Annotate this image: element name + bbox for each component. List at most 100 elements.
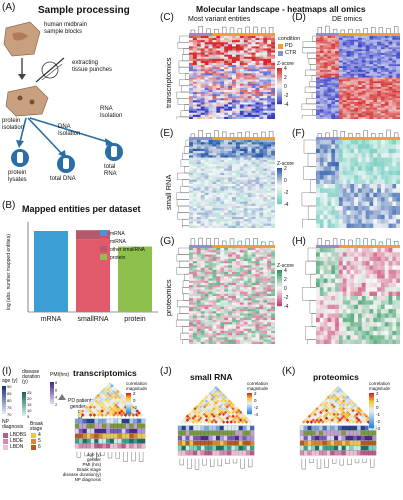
condition-pd-label: PD	[285, 43, 293, 49]
panel-label-e: (E)	[160, 128, 174, 139]
heatmap-d-transcriptomics-de	[301, 25, 400, 119]
heatmap-c-transcriptomics-variant	[176, 26, 275, 119]
punch-label: extracting tissue punches	[72, 60, 113, 73]
corr-title-transcriptomics: transcriptomics	[73, 368, 137, 378]
np-item-lbde: LBDE	[10, 438, 24, 444]
heatmap-e-smallrna-variant	[176, 130, 275, 228]
colorbar-tick: 0	[254, 398, 257, 403]
colorbar-title: magnitude	[369, 386, 391, 391]
zscore-tick: 0	[284, 178, 287, 184]
panel-label-f: (F)	[292, 128, 305, 139]
colorbar-title: correlation	[247, 381, 269, 386]
panel-label-b: (B)	[2, 200, 16, 211]
condition-ctr-swatch	[278, 51, 283, 56]
row-label-proteomics: proteomics	[164, 279, 173, 316]
age-legend-title: age (y)	[2, 378, 18, 384]
clinical-row-label: disease duration(y)	[62, 472, 101, 477]
bar-smallRNA-other-smallRNA	[76, 230, 110, 240]
condition-legend-title: condition	[278, 36, 301, 42]
legend-tick: 4	[55, 395, 58, 400]
x-tick-label: smallRNA	[77, 316, 108, 323]
colorbar-title: magnitude	[247, 386, 269, 391]
braak-item-4: 4	[38, 432, 41, 438]
colorbar-tick: 2	[133, 391, 136, 396]
legend-tick: 8	[55, 380, 58, 385]
tissue-piece-icon	[5, 85, 49, 117]
protein-isolation-label: protein isolation	[2, 118, 25, 131]
zscore-tick: 4	[284, 268, 287, 274]
gender-legend-title: gender	[70, 404, 86, 410]
panel-label-j: (J)	[160, 366, 172, 377]
legend-entry: protein	[110, 255, 126, 261]
row-label-transcriptomics: transcriptomics	[164, 57, 173, 108]
braak-item-5: 5	[38, 438, 41, 444]
legend-tick: 15	[27, 402, 32, 407]
zscore-tick: 0	[284, 84, 287, 90]
legend-tick: 20	[27, 396, 32, 401]
panel-label-i: (I)	[2, 366, 12, 377]
molecular-landscape-title: Molecular landscape - heatmaps all omics	[196, 4, 366, 14]
panel-label-h: (H)	[292, 236, 306, 247]
panel-label-c: (C)	[160, 12, 174, 23]
clinical-row-label: PMI (hrs)	[82, 462, 102, 467]
punch-tool-icon	[35, 57, 65, 83]
colorbar-tick: -2	[254, 405, 258, 410]
colorbar-title: correlation	[126, 381, 148, 386]
panel-label-d: (D)	[292, 12, 306, 23]
x-tick-label: mRNA	[41, 316, 62, 323]
de-omics-label: DE omics	[332, 16, 362, 23]
heatmap-h-proteomics-de	[302, 238, 400, 344]
mapped-entities-title: Mapped entities per dataset	[22, 204, 141, 214]
zscore-tick: 2	[284, 277, 287, 283]
legend-entry: other smallRNA	[110, 247, 146, 253]
zscore-tick: 0	[284, 286, 287, 292]
legend-tick: 2	[55, 402, 58, 407]
panel-label-g: (G)	[160, 236, 175, 247]
total-rna-label: total RNA	[104, 164, 117, 177]
colorbar-title: magnitude	[126, 386, 148, 391]
heatmap-g-proteomics-variant	[176, 237, 275, 344]
duration-legend-title: disease duration (y)	[22, 369, 41, 385]
colorbar-tick: -4	[133, 412, 137, 417]
corr-title-small-rna: small RNA	[190, 372, 233, 382]
dna-isolation-label: DNA Isolation	[58, 124, 81, 137]
most-variant-label: Most variant entities	[188, 16, 251, 23]
sample-processing-title: Sample processing	[38, 5, 130, 16]
colorbar-tick: 2	[376, 391, 379, 396]
panel-label-a: (A)	[2, 2, 16, 13]
zscore-tick: -4	[284, 304, 289, 310]
colorbar-tick: -2	[376, 419, 380, 424]
clinical-row-label: NP diagnosis	[74, 477, 101, 482]
colorbar-tick: 0	[133, 398, 136, 403]
legend-entry: mRNA	[110, 231, 125, 237]
bar-mRNA-mRNA	[34, 231, 68, 312]
clinical-row-label: age (y)	[86, 452, 101, 457]
condition-pd-swatch	[278, 44, 283, 49]
colorbar-tick: 0	[376, 405, 379, 410]
clinical-row-label: gender	[86, 457, 101, 462]
total-dna-label: total DNA	[50, 176, 76, 182]
braak-item-6: 6	[38, 444, 41, 450]
legend-swatch	[100, 230, 107, 236]
colorbar-tick: -2	[133, 405, 137, 410]
legend-swatch	[100, 238, 107, 244]
legend-tick: 10	[27, 408, 32, 413]
zscore-tick: -4	[284, 102, 289, 108]
colorbar-tick: -4	[254, 412, 258, 417]
zscore-tick: 2	[284, 166, 287, 172]
zscore-title: Z-score	[277, 161, 294, 167]
pd-patients-icon	[58, 394, 66, 400]
legend-tick: 25	[27, 390, 32, 395]
legend-tick: 90	[7, 384, 12, 389]
legend-tick: 85	[7, 391, 12, 396]
panel-label-k: (K)	[282, 366, 296, 377]
pmi-legend-title: PMI(hrs)	[50, 372, 70, 378]
legend-entry: miRNA	[110, 239, 126, 245]
legend-swatch	[100, 246, 107, 252]
np-legend-title: NP diagnosis	[2, 419, 24, 430]
zscore-tick: 4	[284, 66, 287, 72]
